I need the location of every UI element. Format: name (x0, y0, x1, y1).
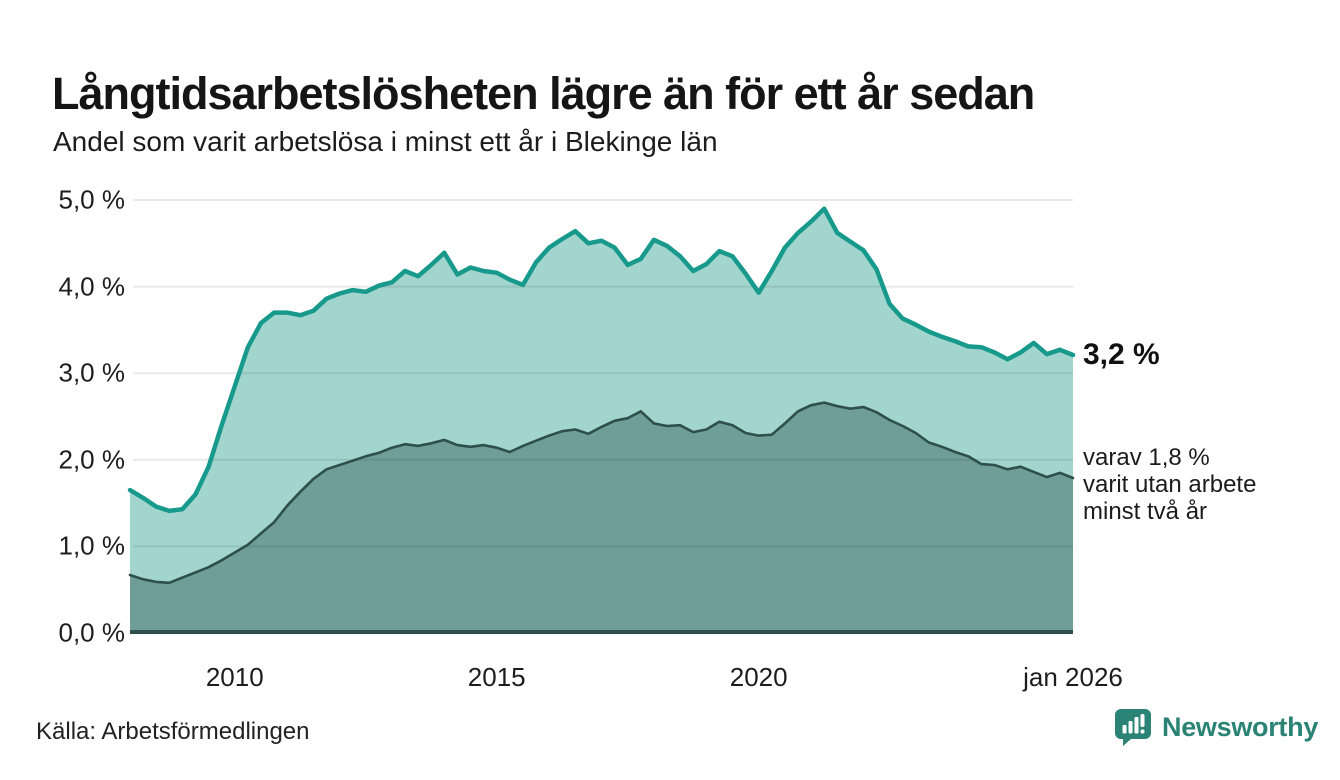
y-tick-label: 1,0 % (58, 530, 126, 561)
area-two-years (130, 402, 1073, 633)
bar-chart-speech-bubble-icon (1115, 709, 1151, 746)
y-tick-label: 0,0 % (58, 617, 126, 648)
brand-name: Newsworthy (1162, 711, 1319, 742)
series-lines (127, 206, 1076, 585)
annotation-latest-value: 3,2 % (1083, 338, 1160, 371)
gridlines (133, 199, 1073, 548)
source-note: Källa: Arbetsförmedlingen (36, 718, 310, 745)
annotation-two-years-line: varav 1,8 % (1083, 443, 1210, 471)
area-fills (130, 208, 1073, 633)
y-tick-label: 2,0 % (58, 444, 126, 475)
annotation-two-years: varav 1,8 % varit utan arbete minst två år (1083, 444, 1256, 525)
line-two-years (128, 401, 1075, 585)
y-tick-label: 5,0 % (58, 184, 126, 215)
annotation-two-years-line: minst två år (1083, 497, 1208, 525)
newsworthy-logo: Newsworthy (1112, 706, 1318, 748)
x-tick-label: 2010 (205, 662, 264, 692)
x-tick-label: 2020 (729, 662, 788, 692)
line-total (127, 206, 1076, 514)
y-tick-label: 4,0 % (58, 271, 126, 302)
x-tick-label: 2015 (467, 662, 526, 692)
annotation-two-years-line: varit utan arbete (1083, 470, 1257, 498)
y-tick-label: 3,0 % (58, 357, 126, 388)
chart-subtitle: Andel som varit arbetslösa i minst ett å… (53, 126, 718, 157)
page-title: Långtidsarbetslösheten lägre än för ett … (52, 68, 1035, 120)
x-tick-label: jan 2026 (1023, 662, 1123, 692)
